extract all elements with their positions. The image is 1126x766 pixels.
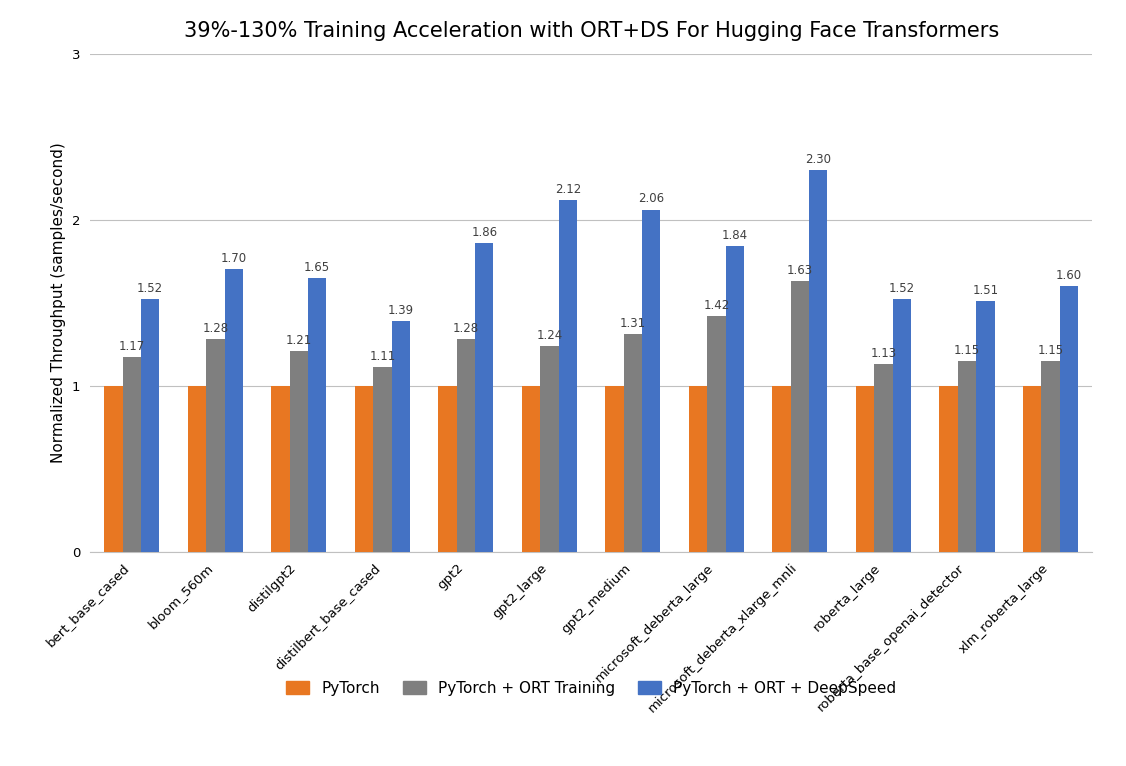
Text: 1.42: 1.42 bbox=[704, 299, 730, 312]
Text: 1.86: 1.86 bbox=[471, 226, 498, 239]
Text: 1.24: 1.24 bbox=[536, 329, 563, 342]
Text: 1.51: 1.51 bbox=[972, 283, 999, 296]
Text: 2.12: 2.12 bbox=[555, 182, 581, 195]
Bar bbox=[188, 385, 206, 552]
Text: 1.60: 1.60 bbox=[1056, 269, 1082, 282]
Bar bbox=[1022, 385, 1042, 552]
Bar bbox=[309, 278, 327, 552]
Bar bbox=[874, 364, 893, 552]
Bar bbox=[540, 345, 558, 552]
Bar bbox=[893, 300, 911, 552]
Bar bbox=[457, 339, 475, 552]
Bar bbox=[606, 385, 624, 552]
Text: 1.21: 1.21 bbox=[286, 333, 312, 346]
Bar bbox=[123, 357, 141, 552]
Bar bbox=[976, 301, 994, 552]
Text: 1.28: 1.28 bbox=[453, 322, 479, 335]
Bar bbox=[558, 200, 577, 552]
Bar bbox=[810, 170, 828, 552]
Bar bbox=[475, 243, 493, 552]
Text: 1.13: 1.13 bbox=[870, 347, 896, 360]
Bar bbox=[141, 300, 160, 552]
Bar bbox=[355, 385, 373, 552]
Bar bbox=[289, 351, 309, 552]
Text: 1.52: 1.52 bbox=[888, 282, 915, 295]
Bar bbox=[206, 339, 224, 552]
Bar bbox=[1042, 361, 1060, 552]
Bar bbox=[392, 321, 410, 552]
Bar bbox=[790, 281, 810, 552]
Bar bbox=[521, 385, 540, 552]
Text: 1.15: 1.15 bbox=[1037, 343, 1064, 356]
Bar bbox=[856, 385, 874, 552]
Text: 1.28: 1.28 bbox=[203, 322, 229, 335]
Text: 1.11: 1.11 bbox=[369, 350, 395, 363]
Bar bbox=[939, 385, 958, 552]
Legend: PyTorch, PyTorch + ORT Training, PyTorch + ORT + DeepSpeed: PyTorch, PyTorch + ORT Training, PyTorch… bbox=[278, 673, 904, 703]
Text: 2.30: 2.30 bbox=[805, 152, 831, 165]
Bar bbox=[105, 385, 123, 552]
Bar bbox=[1060, 286, 1078, 552]
Text: 1.31: 1.31 bbox=[619, 317, 646, 330]
Text: 1.65: 1.65 bbox=[304, 260, 330, 273]
Text: 1.17: 1.17 bbox=[118, 340, 145, 353]
Bar bbox=[224, 270, 243, 552]
Bar bbox=[772, 385, 790, 552]
Bar bbox=[642, 210, 661, 552]
Text: 1.63: 1.63 bbox=[787, 264, 813, 277]
Bar bbox=[271, 385, 289, 552]
Text: 1.52: 1.52 bbox=[137, 282, 163, 295]
Title: 39%-130% Training Acceleration with ORT+DS For Hugging Face Transformers: 39%-130% Training Acceleration with ORT+… bbox=[184, 21, 999, 41]
Bar bbox=[438, 385, 457, 552]
Bar bbox=[725, 246, 744, 552]
Text: 1.84: 1.84 bbox=[722, 229, 748, 242]
Text: 1.15: 1.15 bbox=[954, 343, 980, 356]
Bar bbox=[373, 368, 392, 552]
Bar bbox=[689, 385, 707, 552]
Bar bbox=[624, 334, 642, 552]
Text: 1.39: 1.39 bbox=[387, 303, 414, 316]
Bar bbox=[958, 361, 976, 552]
Y-axis label: Normalized Throughput (samples/second): Normalized Throughput (samples/second) bbox=[52, 142, 66, 463]
Text: 2.06: 2.06 bbox=[638, 192, 664, 205]
Text: 1.70: 1.70 bbox=[221, 252, 247, 265]
Bar bbox=[707, 316, 725, 552]
